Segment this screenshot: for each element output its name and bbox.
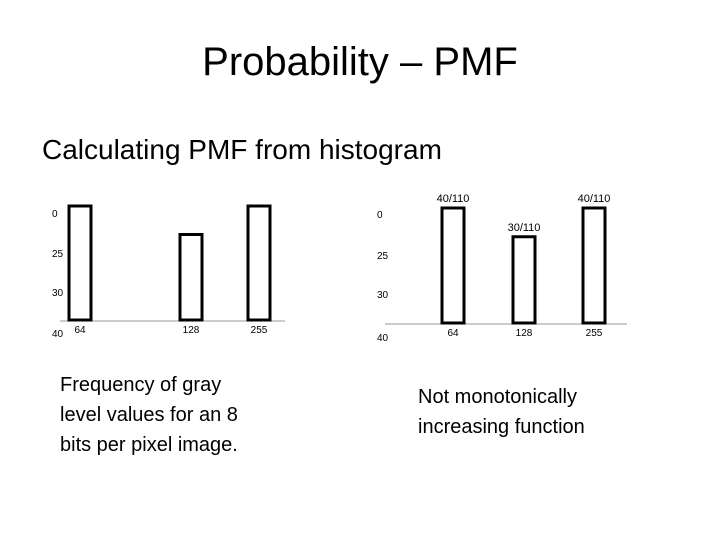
x-tick-label: 128 xyxy=(183,325,200,336)
y-tick-label: 30 xyxy=(52,288,64,299)
pmf-caption: Not monotonically increasing function xyxy=(418,386,585,438)
bar xyxy=(246,204,272,322)
x-tick-label: 64 xyxy=(74,325,86,336)
data-label: 30/110 xyxy=(508,222,541,234)
bar xyxy=(440,206,466,325)
y-tick-label: 40 xyxy=(377,333,389,344)
bar xyxy=(178,233,204,322)
bar xyxy=(581,206,607,325)
y-tick-label: 40 xyxy=(52,329,64,340)
y-tick-label: 0 xyxy=(52,209,58,220)
data-label: 40/110 xyxy=(437,193,470,205)
pmf-chart: 0 25 30 40 64 40/110 128 30/110 255 40/110 xyxy=(377,193,627,344)
x-tick-label: 64 xyxy=(447,328,459,339)
y-tick-label: 25 xyxy=(52,249,64,260)
histogram-chart: 0 25 30 40 64 128 255 xyxy=(52,204,285,340)
data-label: 40/110 xyxy=(578,193,611,205)
bar xyxy=(67,204,93,322)
slide-subtitle: Calculating PMF from histogram xyxy=(42,134,442,165)
x-tick-label: 128 xyxy=(516,328,533,339)
x-tick-label: 255 xyxy=(586,328,603,339)
x-tick-label: 255 xyxy=(251,325,268,336)
y-tick-label: 0 xyxy=(377,210,383,221)
bar xyxy=(511,235,537,325)
histogram-caption: Frequency of gray level values for an 8 … xyxy=(60,374,238,456)
y-tick-label: 30 xyxy=(377,290,389,301)
slide-title: Probability – PMF xyxy=(202,40,518,84)
y-tick-label: 25 xyxy=(377,251,389,262)
